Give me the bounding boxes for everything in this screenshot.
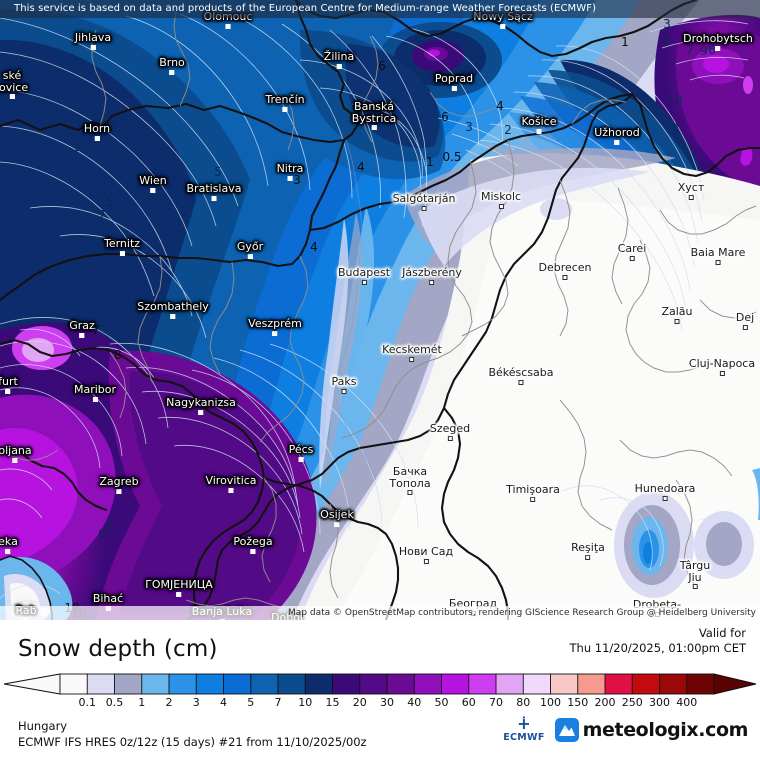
meteologix-wordmark: meteologix.com	[582, 718, 749, 741]
scale-swatch[interactable]	[604, 673, 634, 695]
scale-swatch[interactable]	[141, 673, 170, 695]
scale-swatch[interactable]	[304, 673, 334, 695]
scale-tick-label: 4	[220, 696, 227, 709]
scale-tick-label: 2	[165, 696, 173, 709]
scale-swatch[interactable]	[468, 673, 497, 695]
scale-swatch[interactable]	[413, 673, 443, 695]
scale-tick-label: 20	[352, 696, 367, 709]
scale-tick-label: 70	[489, 696, 503, 709]
legend-title: Snow depth (cm)	[18, 636, 218, 662]
scale-tick-label: 30	[380, 696, 394, 709]
scale-swatch[interactable]	[550, 673, 579, 695]
scale-tick-label: 150	[567, 696, 589, 709]
scale-tick-label: 40	[407, 696, 422, 709]
scale-swatch[interactable]	[86, 673, 116, 695]
scale-swatch[interactable]	[577, 673, 606, 695]
ecmwf-logo-label: ECMWF	[503, 732, 545, 743]
scale-swatch[interactable]	[277, 673, 307, 695]
scale-swatch[interactable]	[441, 673, 470, 695]
scale-tick-label: 80	[516, 696, 531, 709]
scale-tick-label: 60	[461, 696, 476, 709]
color-scale-svg	[3, 673, 757, 695]
scale-swatch[interactable]	[114, 673, 143, 695]
valid-for-time: Thu 11/20/2025, 01:00pm CET	[569, 641, 746, 655]
scale-swatch[interactable]	[359, 673, 388, 695]
scale-tick-label: 400	[676, 696, 698, 709]
scale-tick-label: 50	[434, 696, 449, 709]
color-scale-bar[interactable]	[0, 670, 760, 698]
footer-info: Hungary ECMWF IFS HRES 0z/12z (15 days) …	[18, 718, 367, 750]
scale-tick-label: 0.1	[78, 696, 97, 709]
scale-swatch[interactable]	[386, 673, 416, 695]
snow-depth-raster	[0, 0, 760, 620]
scale-tick-label: 5	[247, 696, 255, 709]
valid-for-block: Valid for Thu 11/20/2025, 01:00pm CET	[570, 626, 746, 656]
scale-tick-label: 100	[540, 696, 561, 709]
scale-tick-label: 10	[298, 696, 313, 709]
scale-swatch[interactable]	[495, 673, 525, 695]
scale-tick-label: 300	[649, 696, 670, 709]
scale-tick-label: 250	[621, 696, 643, 709]
ecmwf-disclaimer-banner: This service is based on data and produc…	[0, 0, 760, 18]
scale-swatch[interactable]	[631, 673, 661, 695]
map-attribution: Map data © OpenStreetMap contributors, r…	[0, 606, 760, 620]
scale-swatch[interactable]	[686, 673, 715, 695]
scale-arrow-left	[3, 673, 61, 695]
ecmwf-logo: ∔ ECMWF	[503, 714, 545, 744]
color-scale-ticks: 0.1 0.5 1 2 3 4 5 7 10 15 20 30 40 50 60 70 80 100 150 200 2…	[0, 696, 760, 714]
scale-tick-label: 15	[325, 696, 340, 709]
meteologix-mountain-icon	[554, 717, 579, 742]
logo-row: ∔ ECMWF meteologix.com	[503, 714, 748, 744]
map-area[interactable]: JihlavaBrnoskéjoviceOlomoucNowy SączDroh…	[0, 0, 760, 620]
scale-tick-label: 7	[274, 696, 282, 709]
region-name: Hungary	[18, 719, 68, 733]
valid-for-label: Valid for	[698, 626, 746, 640]
scale-swatch[interactable]	[250, 673, 279, 695]
scale-tick-label: 3	[192, 696, 200, 709]
scale-swatch[interactable]	[659, 673, 688, 695]
scale-tick-label: 200	[594, 696, 616, 709]
scale-swatch[interactable]	[59, 673, 89, 695]
scale-tick-label: 1	[138, 696, 146, 709]
scale-swatch[interactable]	[522, 673, 552, 695]
model-run-info: ECMWF IFS HRES 0z/12z (15 days) #21 from…	[18, 735, 367, 749]
scale-swatch[interactable]	[168, 673, 198, 695]
scale-arrow-right	[713, 673, 757, 695]
scale-tick-label: 0.5	[105, 696, 124, 709]
legend-panel: Snow depth (cm) Valid for Thu 11/20/2025…	[0, 620, 760, 760]
meteologix-logo[interactable]: meteologix.com	[554, 717, 748, 743]
scale-swatch[interactable]	[223, 673, 252, 695]
ecmwf-mark-icon: ∔	[518, 714, 530, 734]
scale-swatch[interactable]	[195, 673, 225, 695]
scale-swatch[interactable]	[332, 673, 361, 695]
